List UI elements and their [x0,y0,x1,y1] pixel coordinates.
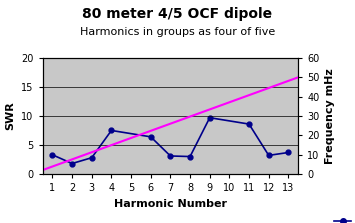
Text: Harmonics in groups as four of five: Harmonics in groups as four of five [80,27,275,37]
Legend: SWR, Frequency: SWR, Frequency [334,217,355,223]
Y-axis label: Frequency mHz: Frequency mHz [325,68,335,164]
Line: SWR: SWR [50,115,291,166]
SWR [168,155,173,157]
SWR [50,153,55,156]
SWR [286,151,290,154]
SWR [149,136,153,138]
SWR [188,155,192,158]
X-axis label: Harmonic Number: Harmonic Number [114,198,227,209]
SWR [70,162,74,165]
SWR [89,156,94,159]
SWR [247,123,251,125]
SWR [267,154,271,157]
SWR [208,116,212,119]
Y-axis label: SWR: SWR [6,102,16,130]
Text: 80 meter 4/5 OCF dipole: 80 meter 4/5 OCF dipole [82,7,273,21]
SWR [109,129,114,132]
